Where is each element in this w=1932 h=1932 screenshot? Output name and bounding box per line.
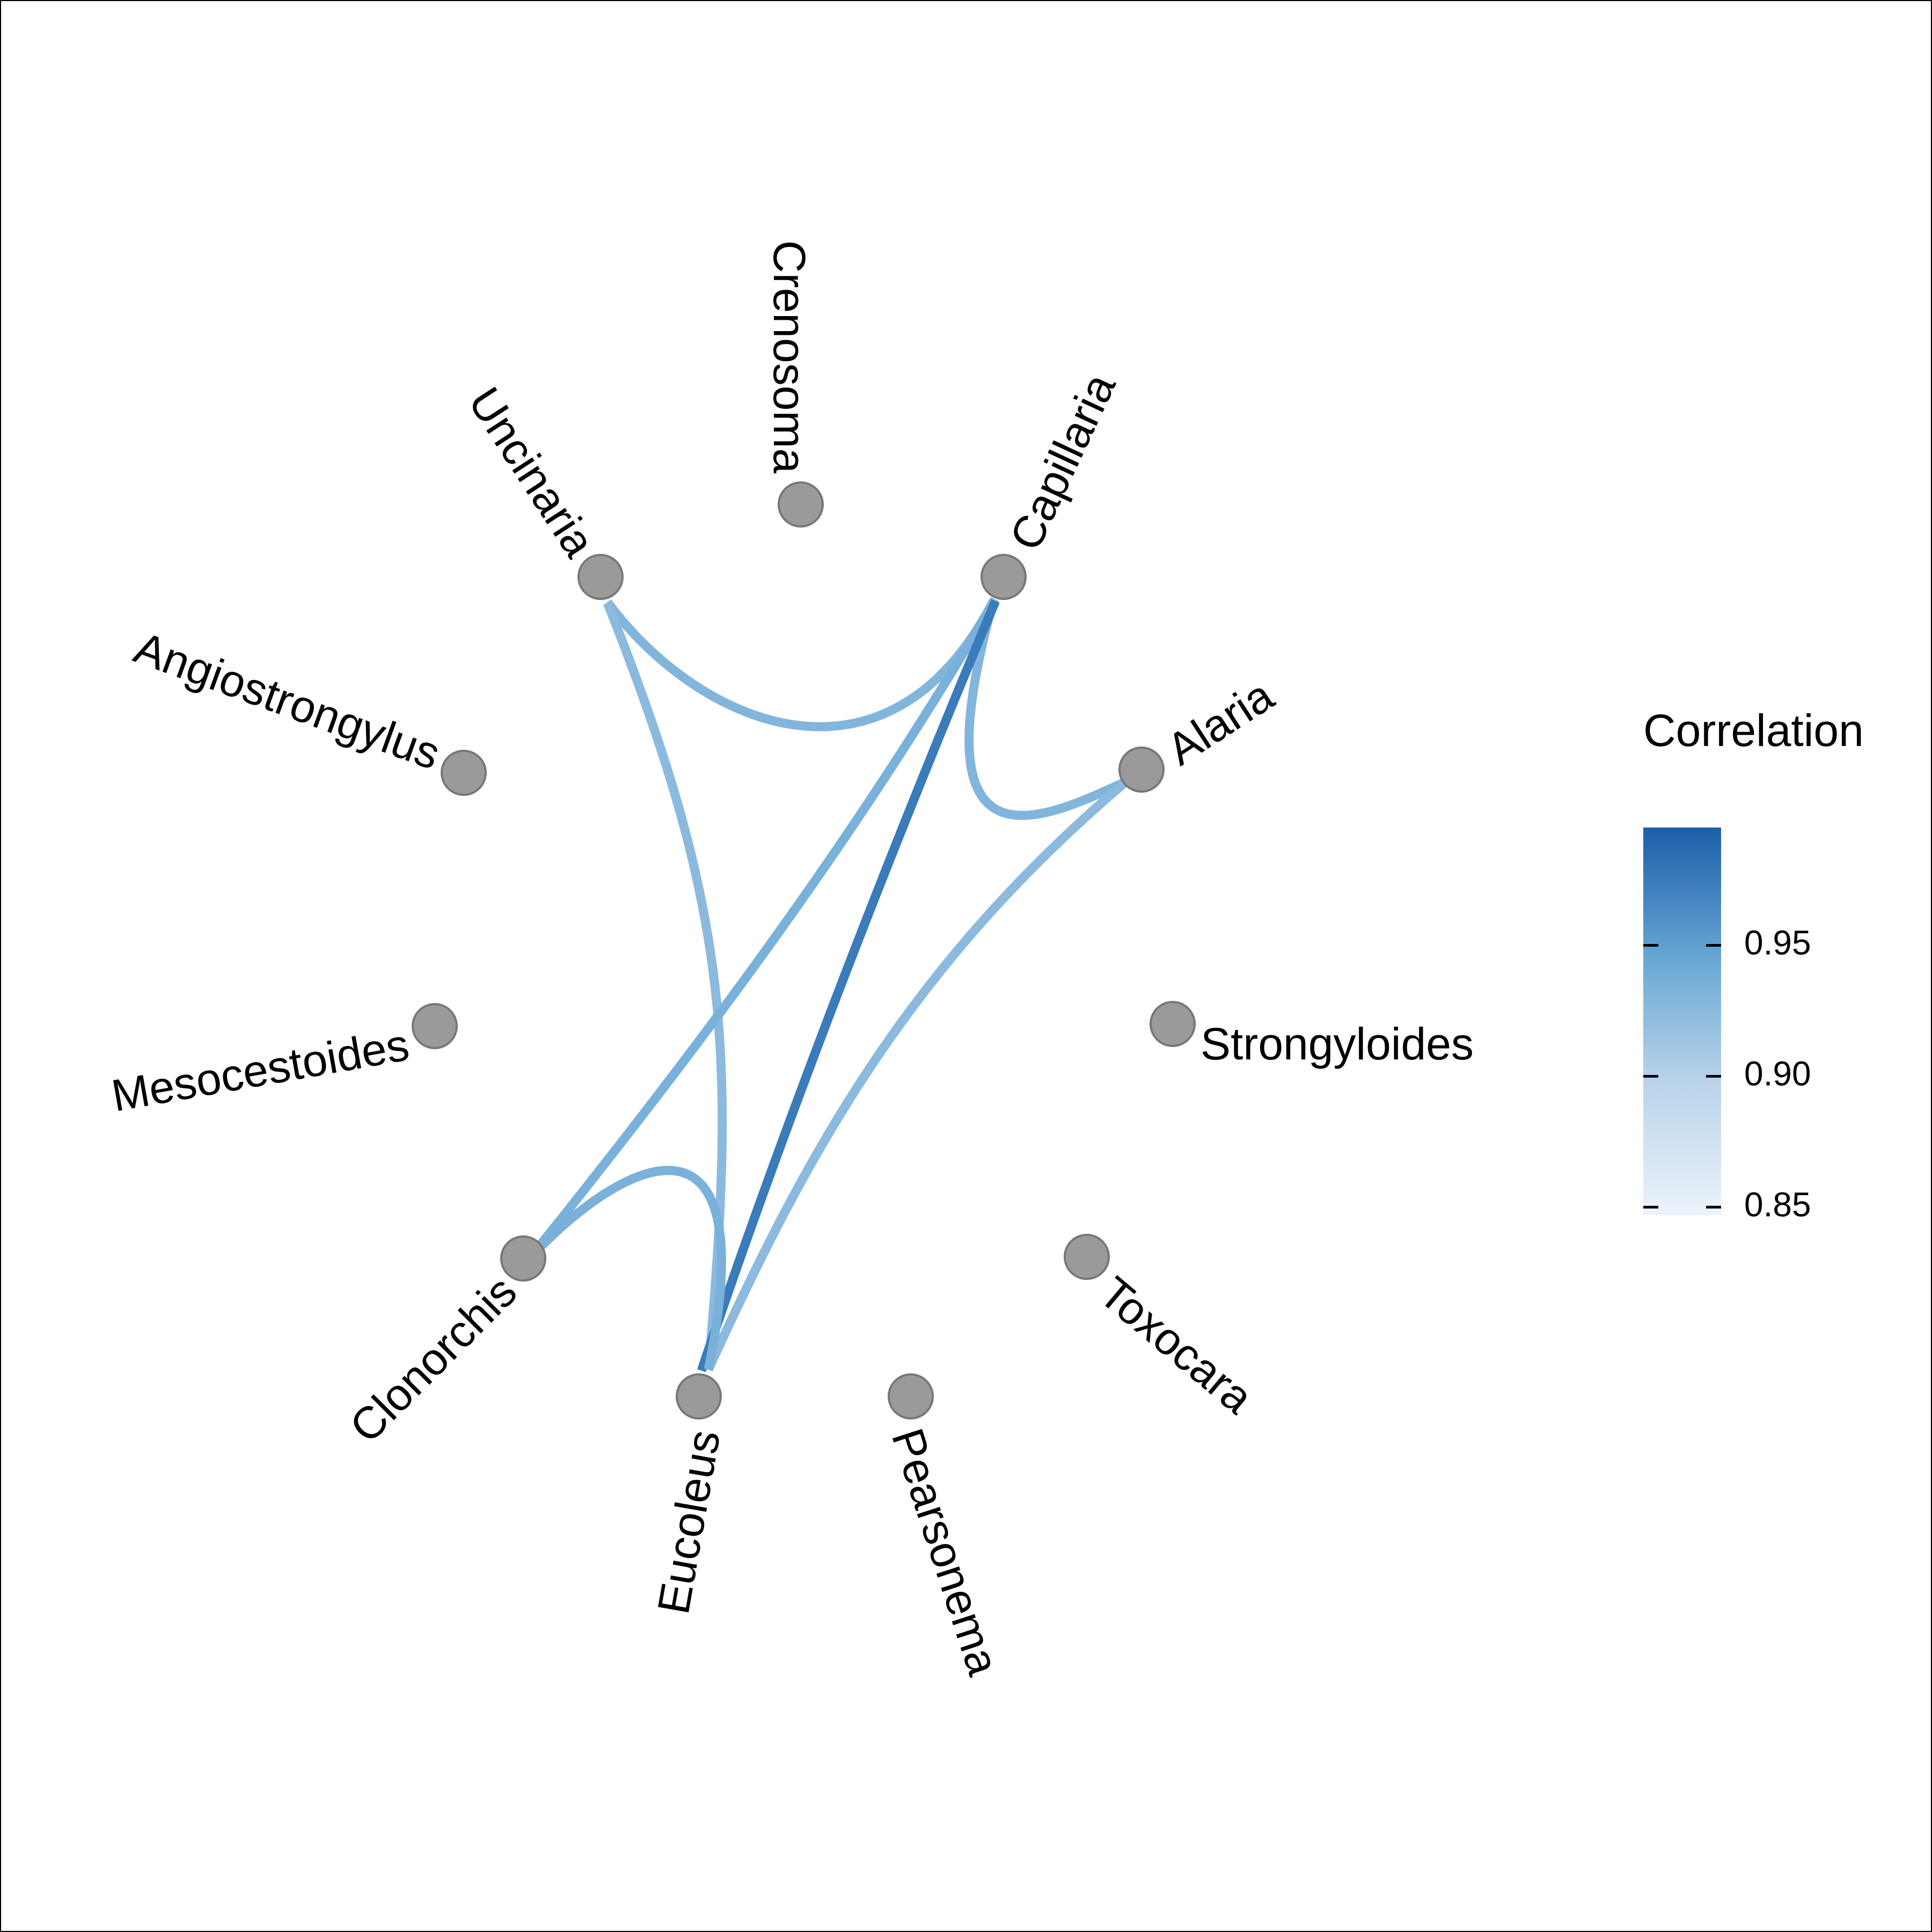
node-label-angiostrongylus: Angiostrongylus [128,622,447,779]
edge-clonorchis-eucoleus [532,1166,726,1371]
legend-tick-label: 0.85 [1744,1185,1811,1224]
node-angiostrongylus [441,750,487,796]
legend-title: Correlation [1643,705,1864,756]
node-label-uncinaria: Uncinaria [459,378,605,566]
edge-layer [531,597,1128,1372]
node-alaria [1118,747,1165,793]
node-clonorchis [500,1235,546,1282]
node-label-pearsonema: Pearsonema [882,1422,1009,1681]
edge-capillaria-alaria [964,598,1128,820]
node-label-eucoleus: Eucoleus [648,1426,730,1618]
edge-capillaria-eucoleus [697,599,1000,1372]
node-mesocestoides [412,1003,458,1049]
edge-uncinaria-eucoleus [603,601,727,1370]
node-pearsonema [888,1373,934,1419]
legend-colorbar [1643,828,1721,1215]
edge-capillaria-clonorchis [531,597,999,1255]
node-layer [412,481,1196,1419]
node-crenosoma [778,481,824,528]
edge-alaria-eucoleus [704,780,1127,1372]
node-toxocara [1064,1234,1110,1280]
node-label-toxocara: Toxocara [1090,1267,1263,1423]
node-eucoleus [676,1373,722,1419]
legend-tick-label: 0.90 [1744,1054,1811,1093]
legend-tick-label: 0.95 [1744,923,1811,962]
node-label-clonorchis: Clonorchis [340,1266,526,1452]
legend: Correlation 0.95 0.90 0.85 [1643,705,1864,1224]
node-capillaria [980,554,1027,600]
node-label-mesocestoides: Mesocestoides [108,1019,413,1121]
node-uncinaria [577,554,624,600]
node-label-alaria: Alaria [1158,670,1283,775]
node-label-strongyloides: Strongyloides [1201,1019,1474,1069]
label-layer: Crenosoma Capillaria Alaria Strongyloides To… [108,240,1474,1681]
legend-ticks: 0.95 0.90 0.85 [1643,923,1811,1224]
node-strongyloides [1150,1001,1196,1047]
edge-uncinaria-capillaria [604,599,997,731]
node-label-capillaria: Capillaria [1000,366,1125,558]
node-label-crenosoma: Crenosoma [764,240,815,473]
